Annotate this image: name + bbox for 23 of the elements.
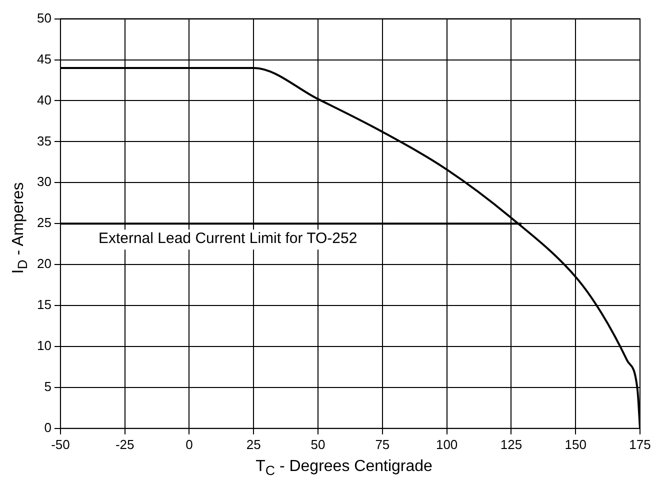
x-tick-label: 50 <box>310 436 326 452</box>
y-tick-label: 5 <box>44 379 52 394</box>
y-tick-label: 45 <box>36 51 52 66</box>
x-tick-label: -50 <box>51 436 70 452</box>
x-tick-label: 25 <box>246 436 261 452</box>
y-tick-label: 35 <box>36 133 52 148</box>
x-tick-label: 0 <box>186 436 193 452</box>
y-tick-label: 20 <box>36 256 52 272</box>
x-tick-label: 100 <box>436 436 458 452</box>
y-tick-label: 0 <box>44 420 52 435</box>
y-tick-label: 50 <box>36 10 52 26</box>
x-tick-label: 150 <box>564 436 586 452</box>
x-tick-label: 125 <box>500 436 522 452</box>
x-axis-title: T$_{C}$ - Degrees Centigrade <box>254 458 434 478</box>
series-label: External Lead Current Limit for TO-252 <box>98 230 358 248</box>
y-tick-label: 40 <box>36 92 52 108</box>
y-tick-label: 15 <box>36 297 52 312</box>
x-tick-label: -25 <box>115 436 134 452</box>
y-tick-label: 30 <box>36 174 52 190</box>
y-tick-label: 10 <box>36 338 52 354</box>
y-tick-label: 25 <box>36 215 52 230</box>
x-tick-label: 75 <box>375 436 390 452</box>
x-tick-label: 175 <box>629 436 651 452</box>
